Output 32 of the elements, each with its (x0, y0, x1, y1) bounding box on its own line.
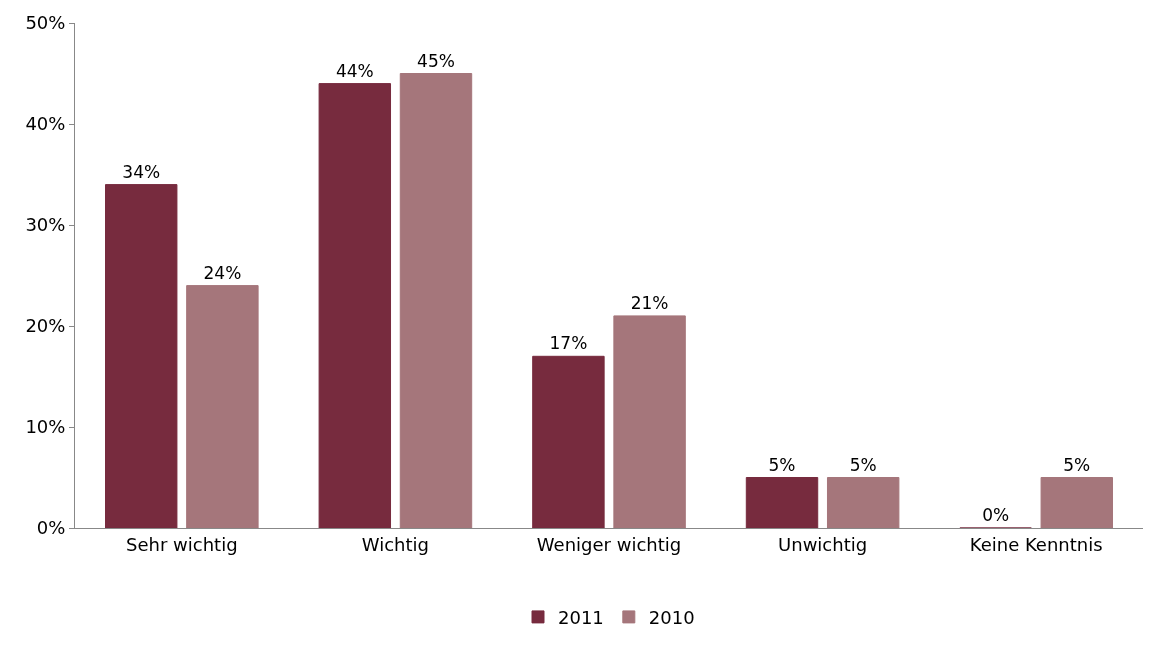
data-label: 17% (549, 333, 588, 354)
data-label: 5% (768, 454, 796, 475)
x-tick-label: Weniger wichtig (536, 533, 682, 555)
data-label: 45% (417, 50, 455, 71)
bar (399, 73, 473, 528)
bar (826, 477, 900, 528)
y-tick-label: 10% (25, 416, 66, 438)
data-label: 34% (122, 161, 161, 182)
bar (186, 285, 259, 528)
bar (532, 355, 605, 528)
y-tick-label: 30% (25, 214, 66, 236)
bar (1040, 477, 1113, 528)
y-tick-label: 20% (25, 315, 66, 337)
x-tick-label: Wichtig (361, 533, 429, 555)
bar (318, 83, 392, 528)
y-tick-label: 50% (25, 12, 66, 34)
data-label: 44% (335, 60, 374, 81)
x-tick-label: Sehr wichtig (126, 533, 238, 555)
data-label: 0% (982, 505, 1010, 525)
x-tick-label: Unwichtig (778, 533, 868, 555)
data-label: 5% (849, 454, 877, 475)
legend-label: 2011 (558, 606, 604, 628)
y-tick-label: 40% (25, 113, 66, 135)
data-label: 24% (203, 262, 242, 283)
legend-label: 2010 (648, 606, 695, 628)
data-label: 5% (1063, 454, 1091, 475)
x-tick-label: Keine Kenntnis (969, 533, 1103, 555)
y-tick-label: 0% (36, 517, 66, 539)
bar (613, 315, 686, 528)
bar (745, 477, 819, 528)
data-label: 21% (630, 292, 669, 313)
bar (105, 184, 178, 528)
